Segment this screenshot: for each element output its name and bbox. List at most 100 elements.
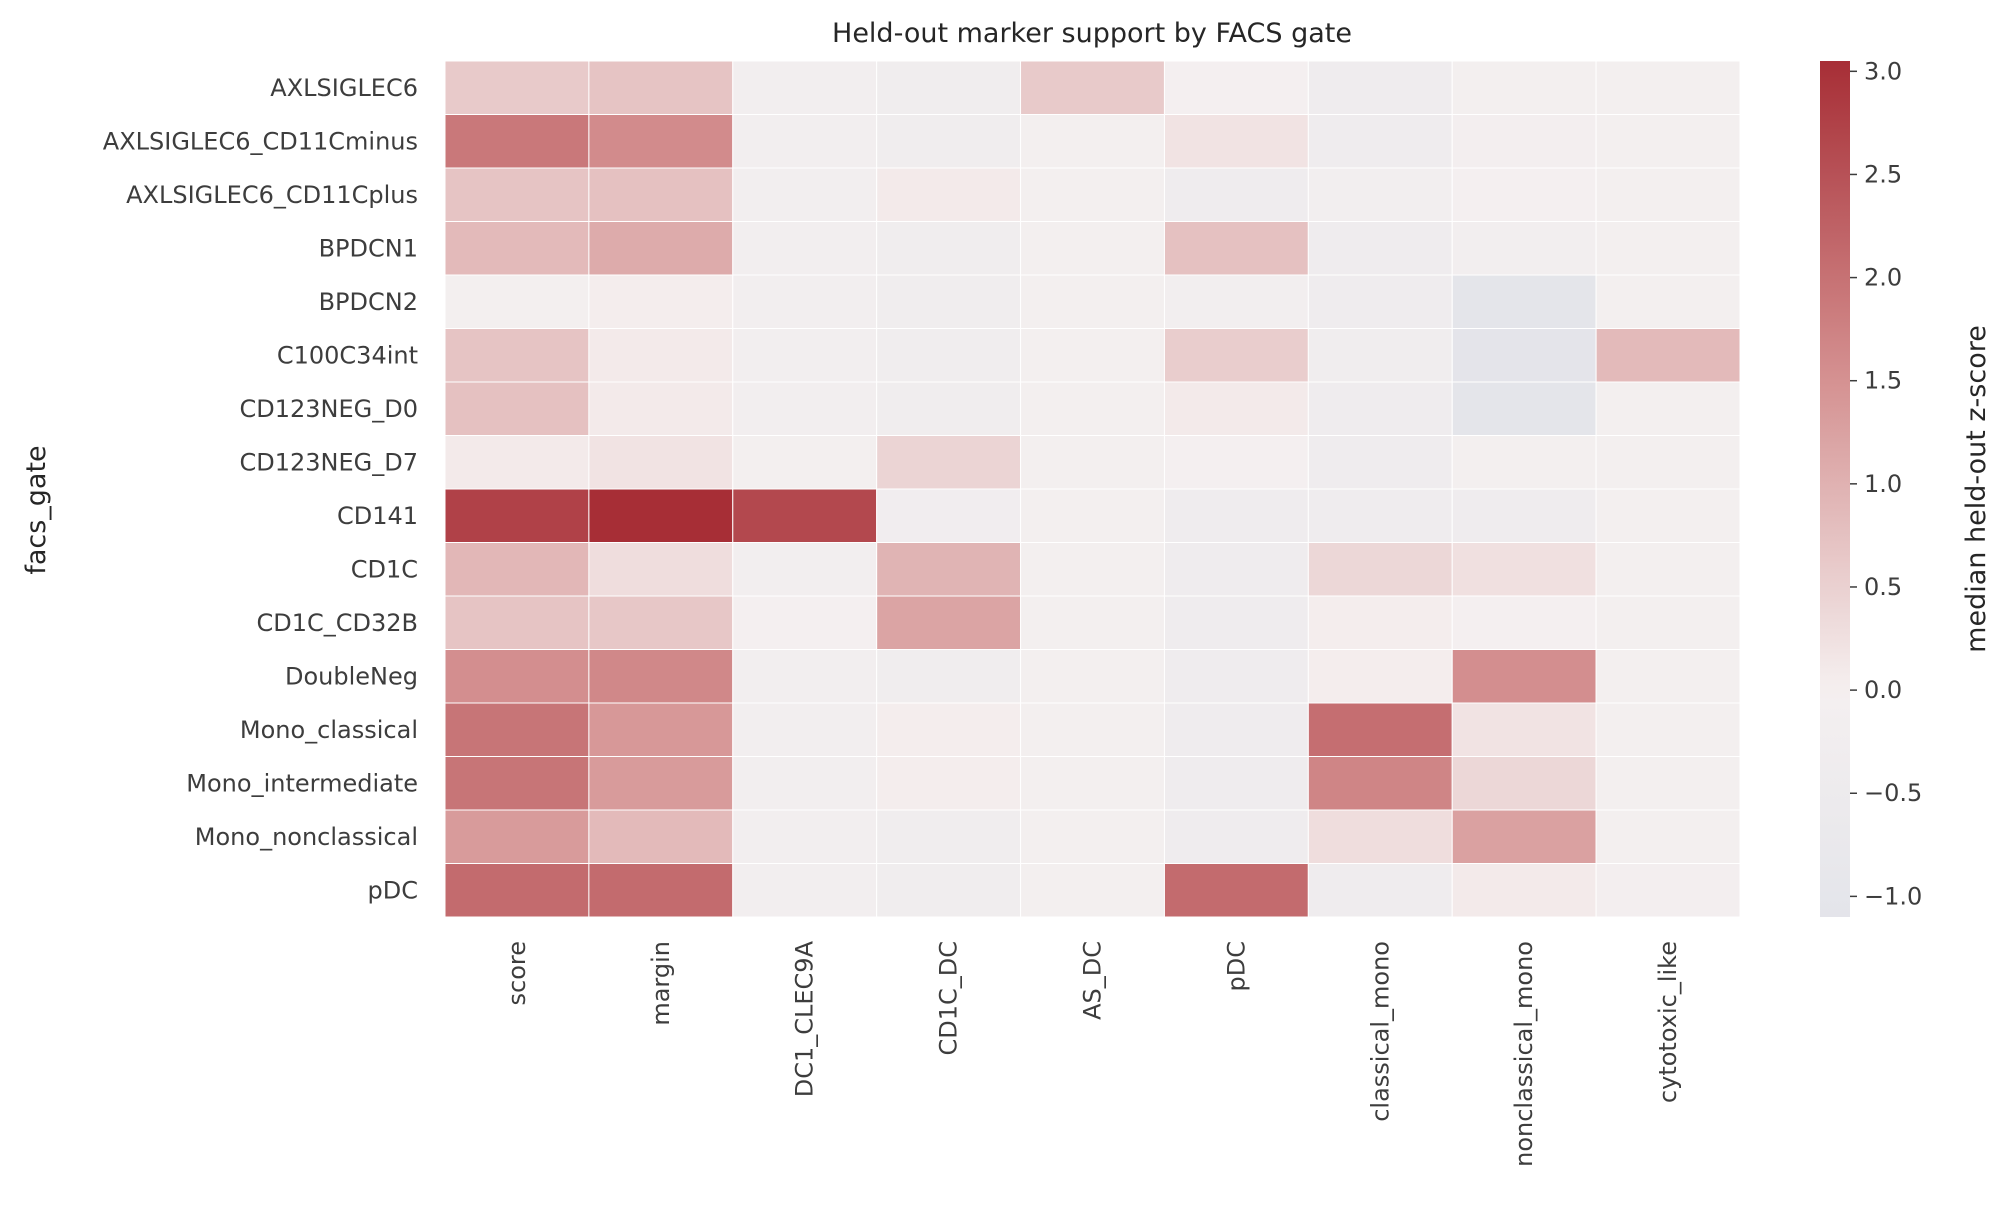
heatmap-cell xyxy=(876,702,1022,757)
heatmap-cell xyxy=(1307,114,1453,169)
heatmap-cell xyxy=(1163,221,1309,276)
heatmap-cell xyxy=(444,274,590,329)
y-tick-label: CD141 xyxy=(337,502,418,530)
heatmap-cell xyxy=(876,60,1022,115)
heatmap-cell xyxy=(1020,863,1165,918)
heatmap-cell xyxy=(876,381,1022,436)
heatmap-cell xyxy=(876,542,1022,597)
heatmap-cell xyxy=(444,649,590,704)
heatmap-cell xyxy=(1163,863,1309,918)
heatmap-cell xyxy=(732,595,878,650)
heatmap-cell xyxy=(588,595,734,650)
heatmap-cell xyxy=(1451,60,1597,115)
colorbar-tick-label: −0.5 xyxy=(1864,779,1922,807)
heatmap-cell xyxy=(1595,702,1741,757)
colorbar-tick-label: 0.0 xyxy=(1864,676,1902,704)
colorbar xyxy=(1820,61,1850,917)
heatmap-cell xyxy=(732,381,878,436)
y-tick-label: DoubleNeg xyxy=(285,662,418,690)
y-tick-label: AXLSIGLEC6_CD11Cminus xyxy=(103,127,418,155)
heatmap-cell xyxy=(444,702,590,757)
heatmap-cell xyxy=(1163,274,1309,329)
heatmap-cell xyxy=(1020,649,1165,704)
heatmap-cell xyxy=(1020,488,1165,543)
x-tick-label: score xyxy=(503,941,531,1006)
heatmap-cell xyxy=(588,114,734,169)
heatmap-cell xyxy=(1020,435,1165,490)
heatmap-cell xyxy=(444,114,590,169)
heatmap-cell xyxy=(1595,114,1741,169)
heatmap-cell xyxy=(1451,595,1597,650)
heatmap-cell xyxy=(1451,274,1597,329)
heatmap-cell xyxy=(1307,60,1453,115)
heatmap-cell xyxy=(1307,702,1453,757)
x-tick-label: pDC xyxy=(1222,941,1250,991)
heatmap-cell xyxy=(1307,595,1453,650)
heatmap-cell xyxy=(1163,649,1309,704)
heatmap-cell xyxy=(1595,595,1741,650)
heatmap-cell xyxy=(444,435,590,490)
heatmap-cell xyxy=(444,542,590,597)
heatmap-cell xyxy=(1595,542,1741,597)
heatmap-cell xyxy=(444,595,590,650)
heatmap-cell xyxy=(1451,863,1597,918)
heatmap-cell xyxy=(1451,435,1597,490)
colorbar-tick-label: −1.0 xyxy=(1864,882,1922,910)
heatmap-cell xyxy=(444,756,590,811)
y-tick-label: CD123NEG_D0 xyxy=(239,395,418,423)
heatmap-cell xyxy=(444,167,590,222)
heatmap-cell xyxy=(1163,60,1309,115)
chart-title: Held-out marker support by FACS gate xyxy=(832,18,1352,49)
x-tick-label: margin xyxy=(647,941,675,1026)
heatmap-cell xyxy=(732,542,878,597)
heatmap-cell xyxy=(588,435,734,490)
heatmap-cell xyxy=(1595,167,1741,222)
heatmap-cell xyxy=(1595,649,1741,704)
x-tick-label: cytotoxic_like xyxy=(1654,941,1682,1103)
heatmap-cell xyxy=(1307,863,1453,918)
heatmap-cell xyxy=(1307,167,1453,222)
heatmap-cell xyxy=(588,381,734,436)
heatmap-cell xyxy=(1451,221,1597,276)
y-tick-label: AXLSIGLEC6 xyxy=(270,74,418,102)
heatmap-cell xyxy=(1163,167,1309,222)
heatmap-cell xyxy=(732,702,878,757)
heatmap-cell xyxy=(876,435,1022,490)
heatmap-cell xyxy=(1451,702,1597,757)
colorbar-tick-label: 1.0 xyxy=(1864,470,1902,498)
x-tick-label: DC1_CLEC9A xyxy=(791,940,819,1097)
heatmap-cell xyxy=(732,809,878,864)
heatmap-cell xyxy=(1020,702,1165,757)
colorbar-tick-label: 2.0 xyxy=(1864,264,1902,292)
heatmap-cell xyxy=(1163,756,1309,811)
heatmap-cell xyxy=(876,809,1022,864)
heatmap-cell xyxy=(1020,542,1165,597)
heatmap-cell xyxy=(876,649,1022,704)
heatmap-cell xyxy=(1020,809,1165,864)
heatmap-cell xyxy=(1451,756,1597,811)
heatmap-cell xyxy=(1163,114,1309,169)
y-tick-label: BPDCN1 xyxy=(319,234,418,262)
heatmap-cell xyxy=(876,328,1022,383)
heatmap-cell xyxy=(444,809,590,864)
colorbar-label: median held-out z-score xyxy=(1961,325,1992,653)
heatmap-cell xyxy=(1451,488,1597,543)
heatmap-cells xyxy=(444,60,1741,918)
heatmap-cell xyxy=(1451,114,1597,169)
heatmap-cell xyxy=(444,488,590,543)
heatmap-cell xyxy=(732,756,878,811)
heatmap-cell xyxy=(588,649,734,704)
heatmap-cell xyxy=(732,649,878,704)
heatmap-cell xyxy=(1451,328,1597,383)
heatmap-cell xyxy=(588,756,734,811)
heatmap-cell xyxy=(1307,488,1453,543)
heatmap-cell xyxy=(1451,649,1597,704)
heatmap-cell xyxy=(732,221,878,276)
x-tick-label: classical_mono xyxy=(1366,941,1394,1122)
heatmap-cell xyxy=(588,809,734,864)
heatmap-cell xyxy=(1595,381,1741,436)
heatmap-cell xyxy=(1020,274,1165,329)
x-tick-label: CD1C_DC xyxy=(935,941,963,1056)
heatmap-cell xyxy=(1595,60,1741,115)
y-tick-label: CD1C xyxy=(351,555,418,583)
